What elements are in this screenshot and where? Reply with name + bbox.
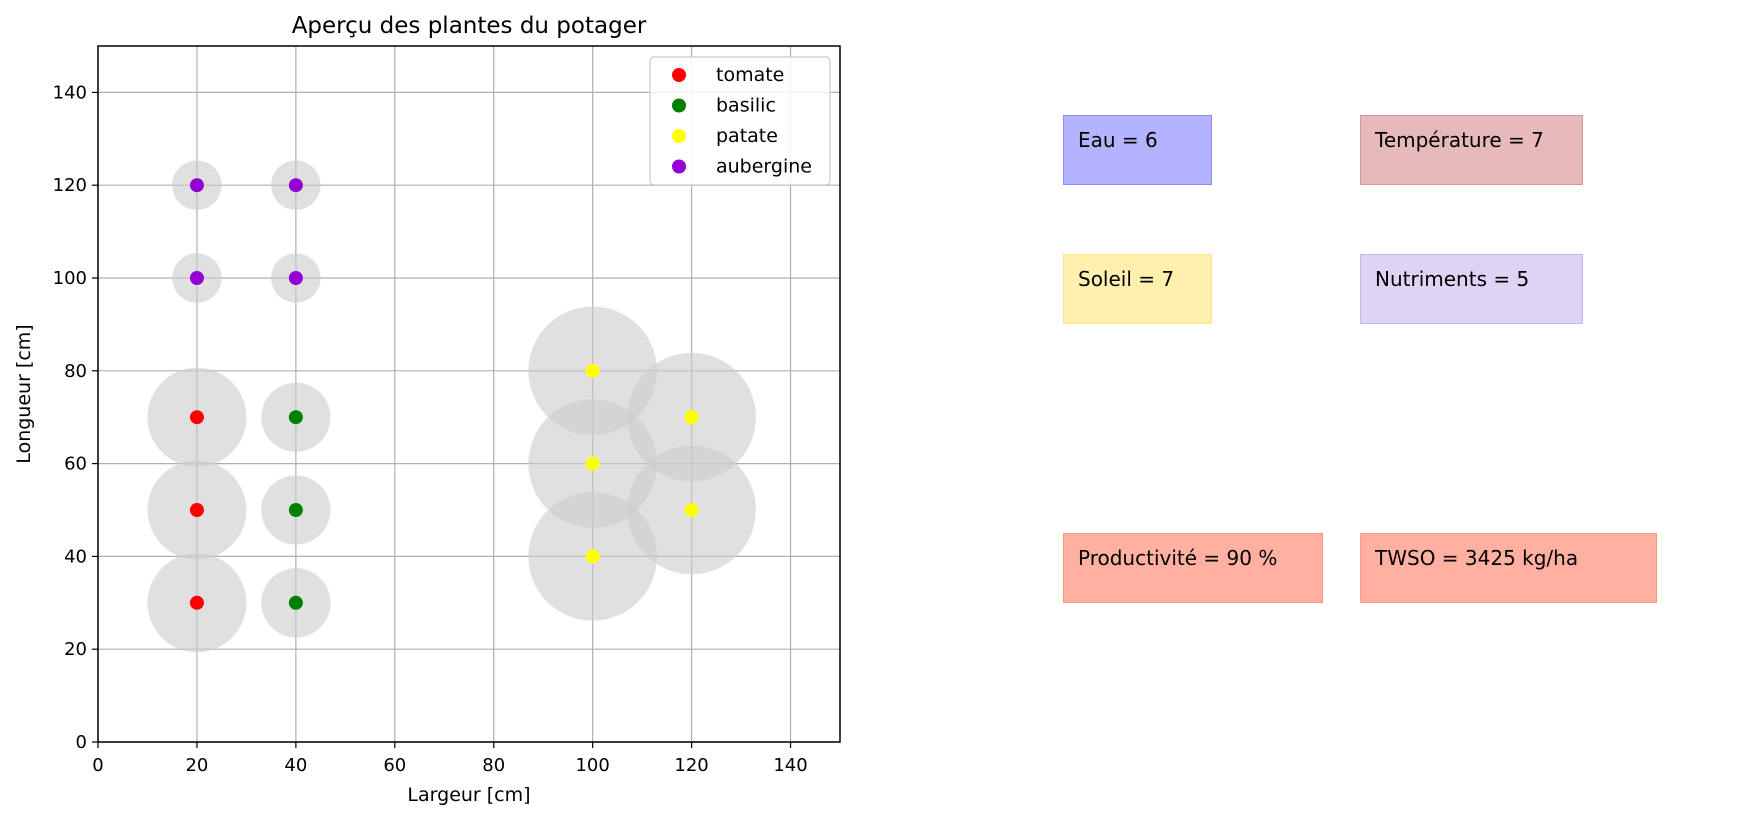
y-tick-label: 20	[64, 639, 87, 660]
y-tick-label: 100	[53, 268, 87, 289]
info-box-nutriments-text: Nutriments = 5	[1375, 267, 1530, 291]
info-box-eau-text: Eau = 6	[1078, 128, 1158, 152]
x-tick-label: 40	[284, 755, 307, 776]
legend-marker-patate	[672, 129, 686, 143]
point-tomate	[189, 595, 204, 610]
point-patate	[585, 363, 600, 378]
point-patate	[585, 549, 600, 564]
info-box-twso-text: TWSO = 3425 kg/ha	[1375, 546, 1579, 570]
info-box-twso: TWSO = 3425 kg/ha	[1360, 533, 1657, 603]
info-box-soleil-text: Soleil = 7	[1078, 267, 1175, 291]
legend-label-basilic: basilic	[716, 95, 776, 117]
point-patate	[684, 503, 699, 517]
legend: tomate basilic patate aubergine	[649, 56, 831, 186]
plant-points	[189, 178, 699, 610]
point-aubergine	[288, 271, 303, 285]
plot-frame	[97, 45, 841, 743]
info-box-nutriments: Nutriments = 5	[1360, 254, 1583, 324]
legend-label-patate: patate	[716, 125, 778, 147]
x-tick-label: 140	[773, 755, 807, 776]
legend-label-tomate: tomate	[716, 64, 784, 86]
legend-marker-basilic	[672, 98, 686, 113]
info-box-productivite-text: Productivité = 90 %	[1078, 546, 1278, 570]
info-box-productivite: Productivité = 90 %	[1063, 533, 1323, 603]
info-box-soleil: Soleil = 7	[1063, 254, 1212, 324]
x-tick-label: 0	[92, 755, 103, 776]
point-tomate	[189, 503, 204, 517]
point-aubergine	[189, 271, 204, 285]
y-tick-label: 140	[53, 82, 87, 103]
point-basilic	[288, 410, 303, 425]
info-box-eau: Eau = 6	[1063, 115, 1212, 185]
y-tick-label: 0	[76, 732, 87, 753]
y-tick-label: 60	[64, 454, 87, 475]
point-aubergine	[288, 178, 303, 193]
point-patate	[585, 456, 600, 471]
point-tomate	[189, 410, 204, 425]
info-box-temperature-text: Température = 7	[1375, 128, 1544, 152]
legend-frame	[649, 56, 831, 186]
point-basilic	[288, 595, 303, 610]
point-aubergine	[189, 178, 204, 193]
y-tick-label: 80	[64, 361, 87, 382]
x-tick-label: 20	[185, 755, 208, 776]
x-tick-label: 60	[383, 755, 406, 776]
legend-label-aubergine: aubergine	[716, 156, 812, 178]
y-axis-label: Longueur [cm]	[13, 324, 35, 463]
plant-spread-areas	[147, 160, 756, 653]
point-patate	[684, 410, 699, 425]
y-tick-label: 120	[53, 175, 87, 196]
x-axis-label: Largeur [cm]	[407, 784, 530, 806]
y-tick-label: 40	[64, 546, 87, 567]
chart-title: Aperçu des plantes du potager	[292, 13, 647, 39]
x-tick-label: 100	[575, 755, 609, 776]
info-box-temperature: Température = 7	[1360, 115, 1583, 185]
legend-marker-tomate	[672, 68, 686, 82]
legend-marker-aubergine	[672, 159, 686, 174]
axis-ticks: 0 20 40 60 80 100 120 140 0 20 40 60 80 100 120 140	[53, 82, 808, 776]
x-tick-label: 80	[482, 755, 505, 776]
x-tick-label: 120	[674, 755, 708, 776]
point-basilic	[288, 503, 303, 517]
